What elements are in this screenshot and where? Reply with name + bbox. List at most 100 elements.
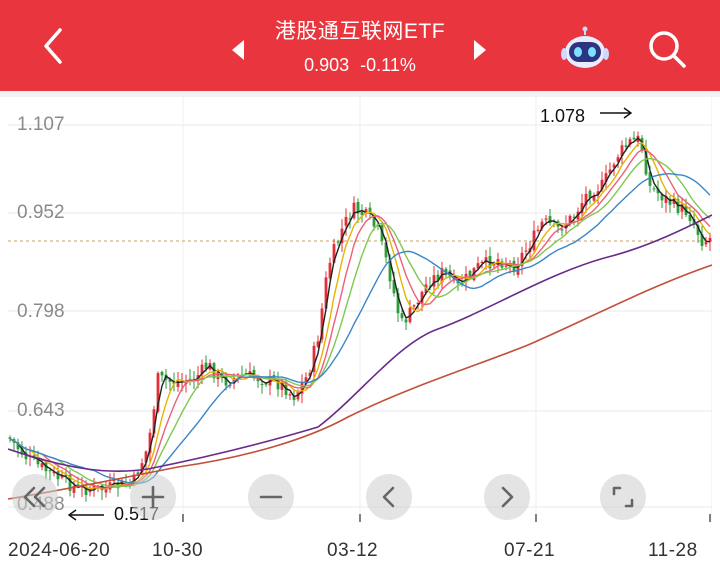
candle-body	[132, 474, 136, 483]
stock-change: -0.11%	[360, 55, 416, 75]
y-tick-label: 0.643	[17, 400, 65, 421]
candle-body	[336, 241, 340, 243]
candle-body	[352, 202, 356, 219]
candle-body	[260, 383, 264, 385]
candle-body	[288, 394, 292, 396]
candle-body	[680, 204, 684, 212]
candle-body	[692, 219, 696, 225]
candle-body	[708, 237, 712, 242]
candle-body	[480, 261, 484, 264]
candle-body	[704, 242, 708, 245]
candle-body	[276, 379, 280, 390]
candle-body	[536, 229, 540, 231]
candle-body	[92, 485, 96, 490]
y-tick-label: 0.798	[17, 301, 65, 322]
robot-assistant-icon[interactable]	[560, 26, 610, 70]
candle-body	[608, 169, 612, 174]
candle-body	[48, 470, 52, 472]
candle-body	[624, 145, 628, 148]
candle-body	[600, 179, 604, 190]
candle-body	[104, 487, 108, 493]
candle-body	[412, 305, 416, 307]
candle-body	[568, 215, 572, 225]
zoom-out-icon	[259, 495, 283, 499]
candle-body	[16, 442, 20, 450]
candle-body	[312, 345, 316, 372]
candle-body	[664, 196, 668, 203]
ma250-line	[8, 264, 712, 500]
candle-body	[140, 463, 144, 473]
search-icon[interactable]	[644, 26, 690, 72]
candle-body	[24, 452, 28, 460]
candle-body	[436, 274, 440, 281]
candle-body	[68, 474, 72, 491]
candle-body	[484, 257, 488, 263]
candle-body	[504, 265, 508, 267]
candle-body	[492, 263, 496, 266]
ma10-line	[9, 142, 711, 490]
candle-body	[152, 409, 156, 434]
candle-body	[200, 364, 204, 375]
x-tick-label: 2024-06-20	[8, 540, 111, 561]
candle-body	[112, 480, 116, 482]
candle-body	[372, 216, 376, 227]
candle-body	[40, 463, 44, 468]
candle-body	[224, 376, 228, 386]
candle-body	[548, 216, 552, 224]
zoom-out-button[interactable]	[248, 474, 294, 520]
candle-body	[700, 234, 704, 246]
back-chevron-icon[interactable]	[36, 26, 72, 66]
candle-body	[84, 487, 88, 495]
candle-body	[612, 164, 616, 168]
prev-triangle-icon[interactable]	[228, 38, 248, 62]
candle-body	[20, 446, 24, 455]
fullscreen-button[interactable]	[600, 474, 646, 520]
candle-body	[332, 244, 336, 263]
zoom-in-icon	[141, 485, 165, 509]
stock-title-block: 港股通互联网ETF 0.903 -0.11%	[200, 18, 520, 78]
candle-body	[648, 172, 652, 186]
candle-body	[596, 191, 600, 195]
candle-body	[668, 198, 672, 205]
scroll-right-button[interactable]	[484, 474, 530, 520]
candle-body	[448, 270, 452, 278]
candle-body	[368, 207, 372, 214]
fullscreen-icon	[612, 486, 634, 508]
candle-body	[344, 216, 348, 226]
candle-body	[672, 198, 676, 204]
candle-body	[584, 193, 588, 206]
scroll-left-button[interactable]	[366, 474, 412, 520]
candle-body	[388, 258, 392, 282]
candle-body	[396, 292, 400, 314]
candle-body	[632, 137, 636, 140]
candle-body	[316, 341, 320, 347]
high-price-label: 1.078	[540, 106, 586, 126]
candle-body	[520, 252, 524, 267]
candle-body	[620, 145, 624, 157]
candle-body	[264, 383, 268, 385]
candle-body	[52, 471, 56, 474]
zoom-in-button[interactable]	[130, 474, 176, 520]
candle-body	[540, 221, 544, 229]
candle-body	[308, 372, 312, 377]
double-left-button[interactable]	[12, 474, 58, 520]
stock-price: 0.903	[304, 55, 350, 75]
low-arrow-icon	[67, 509, 104, 521]
stock-quote: 0.903 -0.11%	[200, 52, 520, 78]
ma120-line	[8, 214, 712, 473]
next-triangle-icon[interactable]	[470, 38, 490, 62]
candle-body	[160, 371, 164, 376]
ma20-line	[9, 149, 711, 489]
candle-body	[280, 381, 284, 390]
candle-body	[408, 307, 412, 323]
candle-body	[580, 203, 584, 214]
candle-body	[356, 202, 360, 214]
candle-body	[76, 484, 80, 486]
candle-body	[364, 209, 368, 214]
candle-body	[476, 263, 480, 269]
candle-body	[340, 228, 344, 244]
kline-svg	[8, 97, 712, 522]
scroll-left-icon	[382, 486, 395, 508]
candle-body	[444, 268, 448, 273]
kline-chart[interactable]	[8, 97, 712, 522]
